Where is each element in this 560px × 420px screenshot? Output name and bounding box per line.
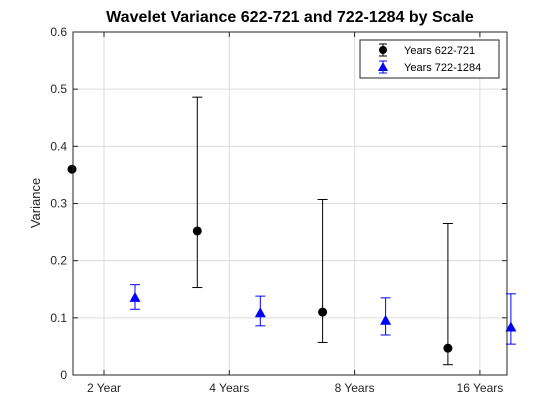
y-tick-label: 0.2 bbox=[50, 254, 67, 268]
legend-marker bbox=[379, 46, 387, 54]
y-axis-label: Variance bbox=[28, 178, 43, 228]
data-point bbox=[129, 291, 141, 302]
y-tick-label: 0.1 bbox=[50, 311, 67, 325]
y-tick-label: 0.3 bbox=[50, 197, 67, 211]
legend-marker bbox=[378, 62, 388, 71]
x-tick-label: 16 Years bbox=[457, 381, 504, 395]
data-point bbox=[443, 343, 453, 353]
error-bars bbox=[130, 96, 516, 366]
y-tick-label: 0 bbox=[60, 368, 67, 382]
data-point bbox=[67, 164, 77, 174]
axes-box bbox=[72, 31, 508, 376]
y-tick-label: 0.4 bbox=[50, 139, 67, 153]
data-point bbox=[505, 321, 517, 332]
data-point bbox=[254, 307, 266, 318]
legend: Years 622-721 Years 722-1284 bbox=[359, 39, 500, 79]
chart-title: Wavelet Variance 622-721 and 722-1284 by… bbox=[106, 9, 474, 26]
grid bbox=[73, 32, 507, 375]
x-tick-label: 8 Years bbox=[335, 381, 375, 395]
y-tick-label: 0.6 bbox=[50, 25, 67, 39]
data-point bbox=[380, 314, 392, 325]
legend-label: Years 722-1284 bbox=[404, 62, 481, 74]
ticks: 0 0.1 0.2 0.3 0.4 0.5 0.6 2 Year 4 Years 8 Years 1… bbox=[50, 25, 507, 395]
data-point bbox=[192, 226, 202, 236]
x-tick-label: 2 Year bbox=[87, 381, 121, 395]
data-point bbox=[318, 307, 328, 317]
x-tick-label: 4 Years bbox=[209, 381, 249, 395]
y-tick-label: 0.5 bbox=[50, 82, 67, 96]
markers bbox=[67, 164, 517, 353]
legend-label: Years 622-721 bbox=[404, 45, 475, 57]
